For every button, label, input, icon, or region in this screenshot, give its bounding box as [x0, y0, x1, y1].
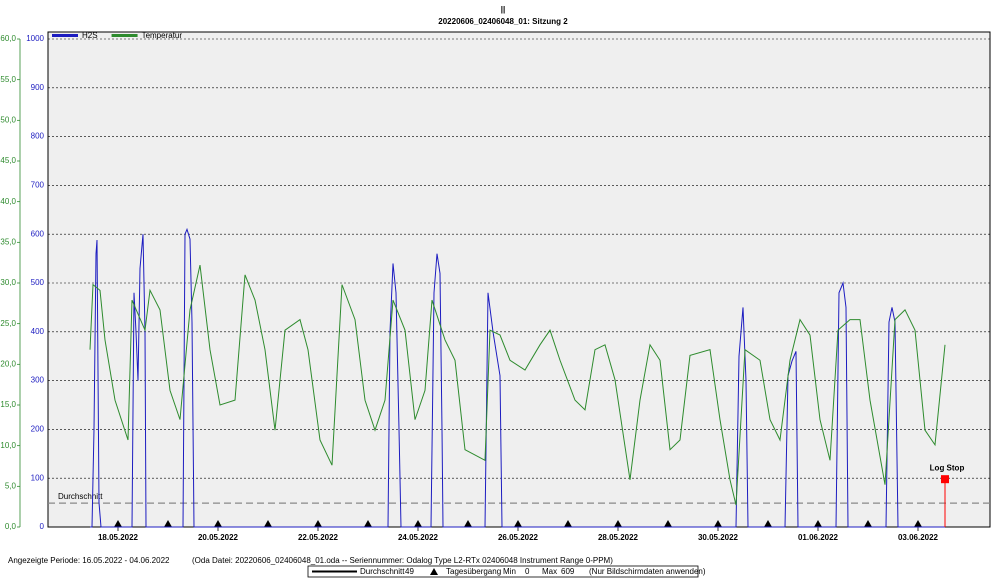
- footer-legend-box: [307, 565, 699, 578]
- y-tick-label: 35,0: [0, 237, 16, 246]
- footer-min: 0: [525, 567, 530, 576]
- day-transition: [464, 520, 472, 527]
- day-transition: [714, 520, 722, 527]
- annotation-label: Log Stop: [930, 463, 965, 472]
- x-tick-label: 01.06.2022: [798, 533, 839, 542]
- y-tick-label: 55,0: [0, 75, 16, 84]
- day-transition: [914, 520, 922, 527]
- y2-tick-label: 800: [31, 132, 45, 141]
- y-tick-label: 25,0: [0, 319, 16, 328]
- day-transition: [114, 520, 122, 527]
- legend-label: Temperatur: [142, 31, 183, 40]
- day-transition: [764, 520, 772, 527]
- chart-title: 20220606_02406048_01: Sitzung 2: [438, 17, 568, 26]
- footer-max: 609: [561, 567, 575, 576]
- day-transition: [814, 520, 822, 527]
- day-transition: [364, 520, 372, 527]
- y2-tick-label: 700: [31, 181, 45, 190]
- day-transition: [314, 520, 322, 527]
- legend-label: H2S: [82, 31, 98, 40]
- x-tick-label: 22.05.2022: [298, 533, 339, 542]
- x-tick-label: 18.05.2022: [98, 533, 139, 542]
- average-label: Durchschnitt: [58, 492, 103, 501]
- y-tick-label: 45,0: [0, 156, 16, 165]
- y2-tick-label: 300: [31, 376, 45, 385]
- footer-day-icon: [430, 568, 438, 575]
- y-tick-label: 60,0: [0, 34, 16, 43]
- footer-max-label: Max: [542, 567, 557, 576]
- y2-tick-label: 600: [31, 229, 45, 238]
- y-tick-label: 0,0: [5, 522, 17, 531]
- y2-tick-label: 100: [31, 473, 45, 482]
- day-transition: [214, 520, 222, 527]
- y2-tick-label: 400: [31, 327, 45, 336]
- y2-tick-label: 900: [31, 83, 45, 92]
- plot-area: [47, 31, 991, 528]
- footer-average-label: Durchschnitt: [360, 567, 405, 576]
- annotation-marker: [941, 475, 949, 484]
- y2-tick-label: 200: [31, 425, 45, 434]
- y2-tick-label: 500: [31, 278, 45, 287]
- x-tick-label: 20.05.2022: [198, 533, 239, 542]
- x-tick-label: 26.05.2022: [498, 533, 539, 542]
- footer-day-transition: Tagesübergang: [446, 567, 501, 576]
- footer-period: Angezeigte Periode: 16.05.2022 - 04.06.2…: [8, 556, 170, 565]
- y-tick-label: 40,0: [0, 197, 16, 206]
- day-transition: [414, 520, 422, 527]
- day-transition: [614, 520, 622, 527]
- y2-tick-label: 1000: [26, 34, 44, 43]
- pause-marker: ||: [501, 5, 505, 14]
- footer-min-label: Min: [503, 567, 516, 576]
- day-transition: [564, 520, 572, 527]
- footer-average-value: 49: [405, 567, 414, 576]
- day-transition: [514, 520, 522, 527]
- x-tick-label: 30.05.2022: [698, 533, 739, 542]
- series-line: [90, 227, 945, 528]
- y-tick-label: 10,0: [0, 441, 16, 450]
- series-line: [89, 265, 946, 506]
- y-tick-label: 5,0: [5, 481, 17, 490]
- x-tick-label: 03.06.2022: [898, 533, 939, 542]
- footer-note: (Nur Bildschirmdaten anwenden): [589, 567, 706, 576]
- y-tick-label: 50,0: [0, 115, 16, 124]
- day-transition: [264, 520, 272, 527]
- footer-file: (Oda Datei: 20220606_02406048_01.oda -- …: [192, 556, 613, 565]
- y-tick-label: 20,0: [0, 359, 16, 368]
- day-transition: [864, 520, 872, 527]
- x-tick-label: 28.05.2022: [598, 533, 639, 542]
- day-transition: [664, 520, 672, 527]
- y2-tick-label: 0: [40, 522, 45, 531]
- x-tick-label: 24.05.2022: [398, 533, 439, 542]
- day-transition: [164, 520, 172, 527]
- y-tick-label: 30,0: [0, 278, 16, 287]
- y-tick-label: 15,0: [0, 400, 16, 409]
